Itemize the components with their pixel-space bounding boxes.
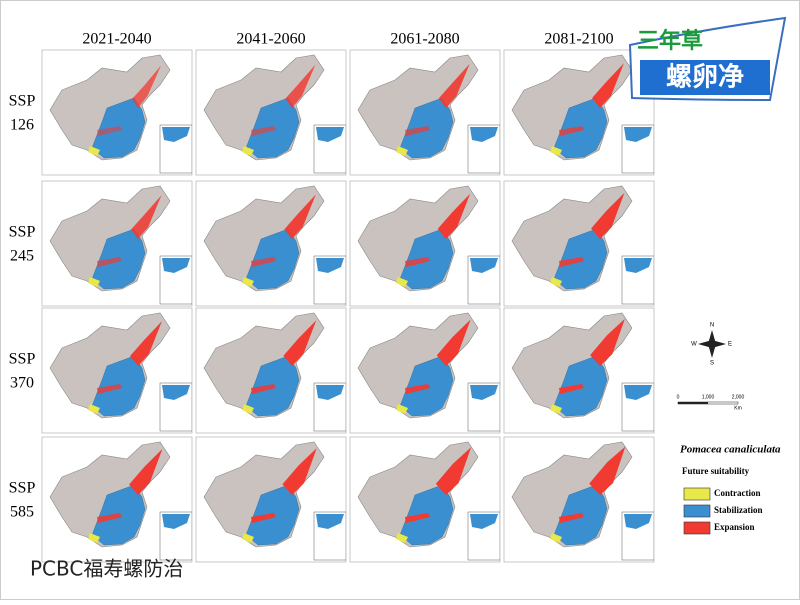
column-header: 2041-2060 [236, 31, 305, 48]
expansion-area [435, 447, 472, 495]
legend-swatch [683, 521, 711, 535]
expansion-area [130, 321, 162, 366]
expansion-area [97, 513, 122, 523]
map-panel [349, 307, 501, 434]
legend-label: Contraction [714, 488, 761, 498]
map-panel [195, 49, 347, 176]
compass: N S E W [691, 323, 732, 367]
compass-e: E [728, 342, 732, 348]
expansion-area [251, 384, 276, 394]
expansion-area [559, 257, 584, 267]
map-panel [41, 180, 193, 307]
compass-n: N [710, 323, 714, 329]
expansion-area [132, 65, 161, 108]
expansion-area [284, 194, 316, 239]
expansion-area [592, 63, 624, 108]
expansion-area [436, 319, 471, 366]
map-panel [195, 307, 347, 434]
map-panel [503, 436, 655, 563]
row-label: SSP [9, 93, 36, 110]
scale-unit: Km [734, 405, 742, 411]
expansion-area [590, 318, 625, 366]
expansion-area [131, 195, 162, 239]
legend-title: Pomacea canaliculata [680, 444, 781, 456]
logo: 三年草 螺卵净 [628, 16, 787, 102]
column-header: 2081-2100 [544, 31, 613, 48]
expansion-area [251, 126, 276, 136]
expansion-area [129, 448, 163, 495]
scale-label: 2,000 [732, 394, 745, 400]
column-header: 2061-2080 [390, 31, 459, 48]
row-label: 585 [10, 504, 34, 521]
legend: Pomacea canaliculata Future suitability … [680, 444, 781, 535]
expansion-area [559, 513, 584, 523]
row-label: SSP [9, 351, 36, 368]
scale-label: 0 [677, 394, 680, 400]
compass-w: W [691, 342, 697, 348]
row-label: 126 [10, 117, 34, 134]
expansion-area [559, 384, 584, 394]
expansion-area [97, 126, 122, 136]
legend-label: Stabilization [714, 505, 763, 515]
map-panel [41, 436, 193, 563]
map-panel [503, 307, 655, 434]
map-panel [195, 436, 347, 563]
scale-bar: 0 1,000 2,000 Km [677, 394, 745, 411]
legend-label: Expansion [714, 522, 755, 532]
map-panel [41, 307, 193, 434]
expansion-area [251, 257, 276, 267]
expansion-area [559, 126, 584, 136]
expansion-area [405, 257, 430, 267]
expansion-area [283, 320, 317, 366]
expansion-area [282, 448, 317, 495]
logo-top: 三年草 [637, 28, 703, 54]
map-panel [503, 180, 655, 307]
map-panel [195, 180, 347, 307]
expansion-area [97, 384, 122, 394]
scale-label: 1,000 [702, 394, 715, 400]
row-label: 370 [10, 375, 34, 392]
map-panel [503, 49, 655, 176]
expansion-area [251, 513, 276, 523]
column-header: 2021-2040 [82, 31, 151, 48]
expansion-area [437, 193, 471, 239]
row-label: SSP [9, 480, 36, 497]
map-panel [41, 49, 193, 176]
expansion-area [285, 64, 316, 108]
compass-s: S [710, 361, 714, 367]
expansion-area [405, 126, 430, 136]
legend-swatch [683, 487, 711, 501]
expansion-area [405, 513, 430, 523]
expansion-area [438, 63, 470, 108]
expansion-area [591, 192, 625, 239]
expansion-area [405, 384, 430, 394]
legend-swatch [683, 504, 711, 518]
map-panel [349, 49, 501, 176]
expansion-area [97, 257, 122, 267]
map-panel [349, 436, 501, 563]
map-grid [41, 49, 655, 563]
expansion-area [589, 446, 626, 495]
map-panel [349, 180, 501, 307]
row-label: 245 [10, 248, 34, 265]
logo-bottom: 螺卵净 [666, 63, 744, 93]
row-label: SSP [9, 224, 36, 241]
legend-subtitle: Future suitability [682, 466, 750, 476]
footer: PCBC福寿螺防治 [30, 557, 183, 581]
